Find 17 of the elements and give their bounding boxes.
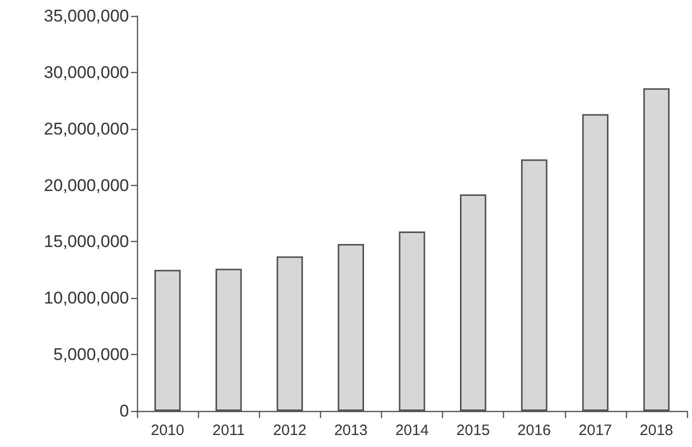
x-tick-label: 2016 [518,422,551,439]
x-tick-label: 2013 [334,422,368,439]
x-tick-label: 2017 [578,422,612,439]
x-tick-label: 2010 [150,422,184,439]
y-tick-label: 25,000,000 [44,119,129,138]
y-tick-label: 35,000,000 [44,6,129,26]
y-tick-label: 5,000,000 [53,345,129,364]
x-tick-label: 2015 [456,422,490,439]
x-tick-label: 2011 [212,422,245,439]
x-tick-label: 2012 [273,422,306,439]
x-tick-label: 2014 [395,422,429,439]
y-tick-label: 20,000,000 [44,176,129,195]
y-tick-label: 10,000,000 [44,288,129,308]
y-tick-label: 15,000,000 [44,232,129,252]
y-tick-label: 30,000,000 [44,62,129,82]
y-tick-label: 0 [120,402,129,420]
x-tick-label: 2018 [640,422,674,439]
